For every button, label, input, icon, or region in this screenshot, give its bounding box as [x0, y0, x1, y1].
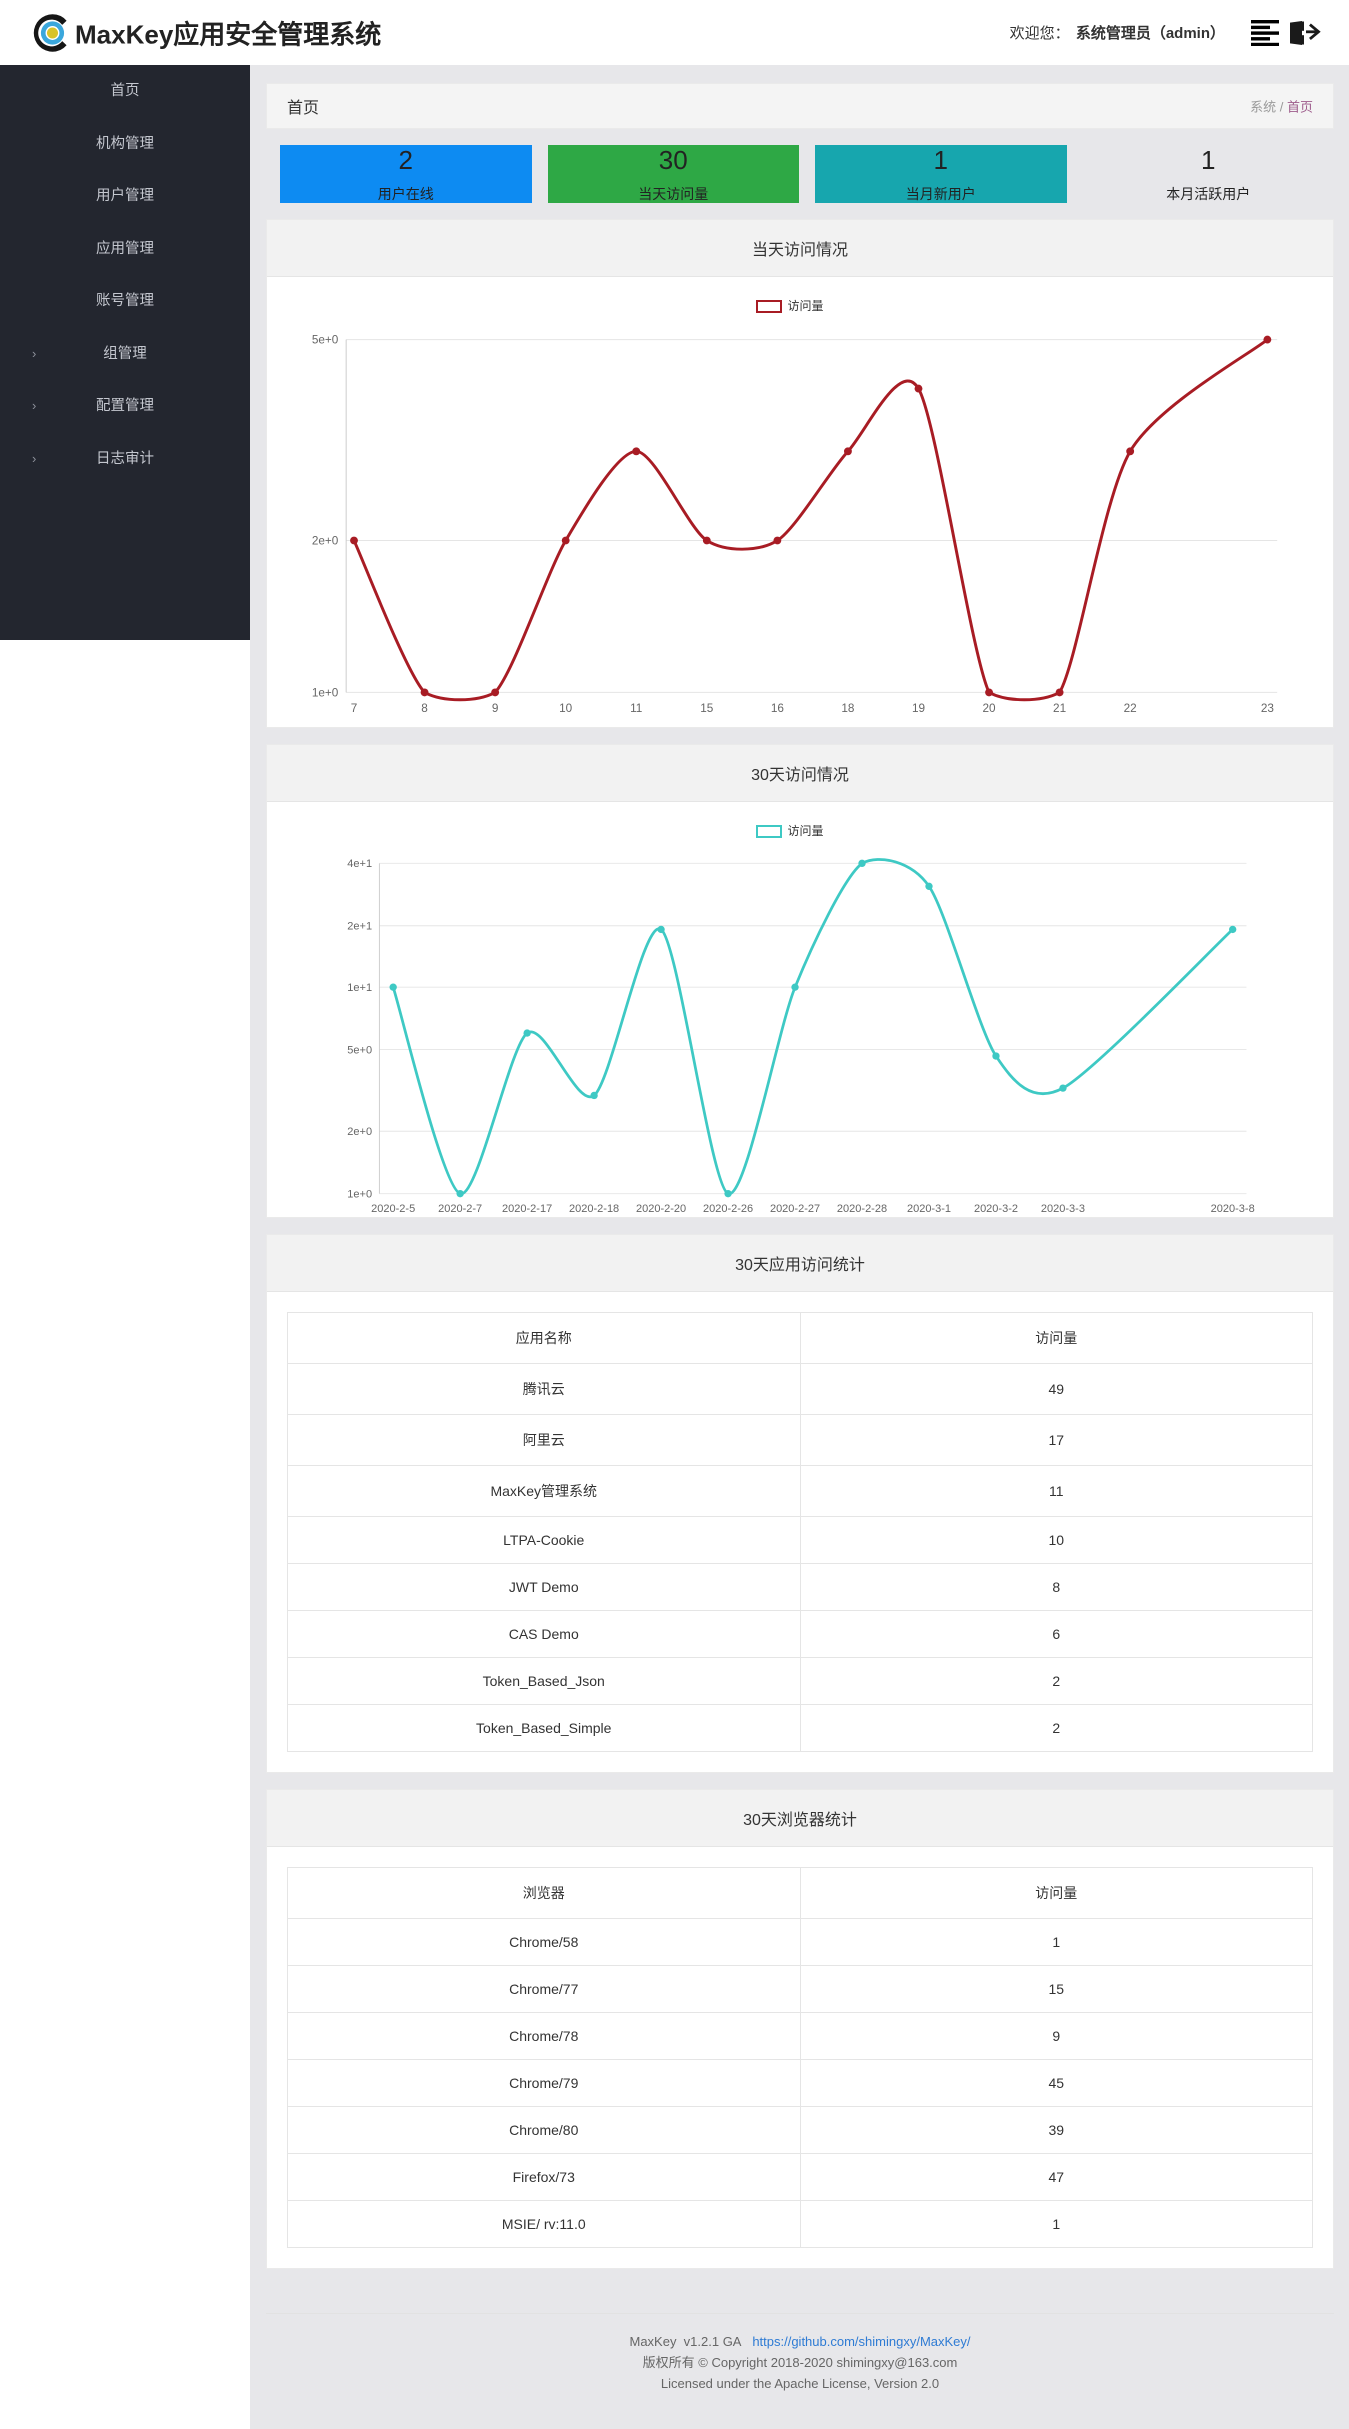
svg-text:4e+1: 4e+1 [347, 858, 372, 870]
svg-text:11: 11 [630, 702, 642, 712]
svg-text:18: 18 [841, 702, 855, 712]
svg-text:2020-3-1: 2020-3-1 [907, 1203, 951, 1212]
svg-text:2020-2-28: 2020-2-28 [837, 1203, 887, 1212]
svg-text:2020-2-27: 2020-2-27 [770, 1203, 820, 1212]
svg-text:2020-2-18: 2020-2-18 [569, 1203, 619, 1212]
svg-text:2020-2-26: 2020-2-26 [703, 1203, 753, 1212]
svg-text:8: 8 [421, 702, 428, 712]
svg-text:1e+1: 1e+1 [347, 982, 372, 994]
svg-text:21: 21 [1053, 702, 1066, 712]
svg-text:2020-2-20: 2020-2-20 [636, 1203, 686, 1212]
svg-text:2020-3-3: 2020-3-3 [1041, 1203, 1085, 1212]
svg-text:7: 7 [351, 702, 358, 712]
svg-text:2020-2-7: 2020-2-7 [438, 1203, 482, 1212]
svg-text:1e+0: 1e+0 [347, 1188, 372, 1200]
svg-text:19: 19 [912, 702, 925, 712]
svg-text:2020-2-17: 2020-2-17 [502, 1203, 552, 1212]
svg-text:2e+0: 2e+0 [312, 534, 339, 547]
svg-text:1e+0: 1e+0 [312, 686, 339, 699]
svg-text:22: 22 [1124, 702, 1137, 712]
svg-text:2020-3-8: 2020-3-8 [1211, 1203, 1255, 1212]
svg-text:9: 9 [492, 702, 499, 712]
svg-text:5e+0: 5e+0 [347, 1044, 372, 1056]
svg-text:23: 23 [1261, 702, 1275, 712]
svg-text:10: 10 [559, 702, 573, 712]
svg-text:2020-2-5: 2020-2-5 [371, 1203, 415, 1212]
svg-text:2e+1: 2e+1 [347, 920, 372, 932]
svg-text:20: 20 [983, 702, 997, 712]
svg-text:2020-3-2: 2020-3-2 [974, 1203, 1018, 1212]
svg-text:5e+0: 5e+0 [312, 334, 339, 347]
svg-text:2e+0: 2e+0 [347, 1126, 372, 1138]
svg-text:15: 15 [700, 702, 714, 712]
svg-text:16: 16 [771, 702, 785, 712]
